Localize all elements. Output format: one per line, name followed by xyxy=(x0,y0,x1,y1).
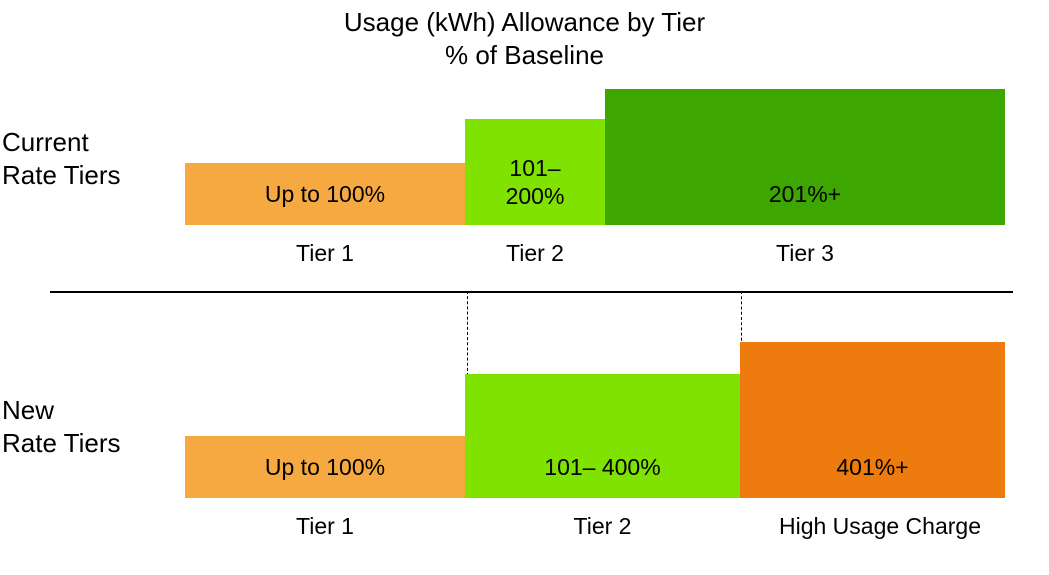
bar-text-tier2: 101– 200% xyxy=(465,154,605,212)
chart-title: Usage (kWh) Allowance by Tier % of Basel… xyxy=(0,6,1049,71)
bar-tier3: 201%+ xyxy=(605,89,1005,225)
section-divider xyxy=(50,291,1013,293)
tier-label: Tier 3 xyxy=(605,240,1005,267)
row-label-current-line2: Rate Tiers xyxy=(2,159,121,192)
tier-label: Tier 2 xyxy=(465,513,740,540)
bar-text-tier2: 101– 400% xyxy=(465,453,740,482)
title-line-1: Usage (kWh) Allowance by Tier xyxy=(0,6,1049,39)
bar-high-usage: 401%+ xyxy=(740,342,1005,498)
tier-label: High Usage Charge xyxy=(740,513,1020,540)
row-label-new-line2: Rate Tiers xyxy=(2,427,121,460)
row-label-current-line1: Current xyxy=(2,126,121,159)
bar-text-high-usage: 401%+ xyxy=(740,453,1005,482)
tier-label: Tier 1 xyxy=(185,240,465,267)
bar-tier1: Up to 100% xyxy=(185,436,465,498)
row-label-new: New Rate Tiers xyxy=(2,394,121,459)
bar-tier2: 101– 400% xyxy=(465,374,740,498)
title-line-2: % of Baseline xyxy=(0,39,1049,72)
dash-line xyxy=(467,291,468,376)
bar-tier1: Up to 100% xyxy=(185,163,465,225)
chart-container: Usage (kWh) Allowance by Tier % of Basel… xyxy=(0,0,1049,575)
bar-text-tier3: 201%+ xyxy=(605,180,1005,209)
tier-label: Tier 2 xyxy=(465,240,605,267)
bar-text-tier1: Up to 100% xyxy=(185,180,465,209)
bar-text-tier1: Up to 100% xyxy=(185,453,465,482)
dash-line xyxy=(741,291,742,346)
bar-tier2: 101– 200% xyxy=(465,119,605,225)
tier-label: Tier 1 xyxy=(185,513,465,540)
row-label-current: Current Rate Tiers xyxy=(2,126,121,191)
row-label-new-line1: New xyxy=(2,394,121,427)
